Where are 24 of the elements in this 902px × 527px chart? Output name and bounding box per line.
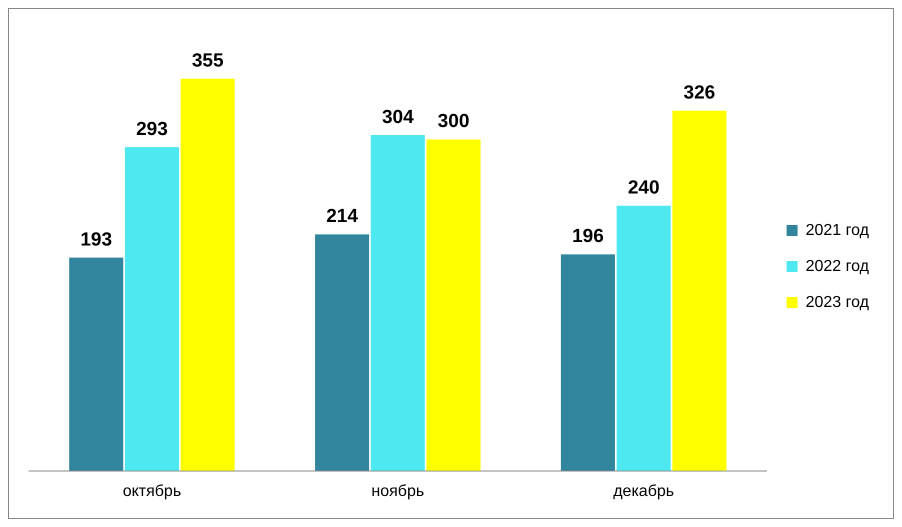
data-label: 326 bbox=[684, 82, 716, 104]
data-label: 300 bbox=[438, 111, 470, 132]
bar bbox=[124, 147, 179, 471]
data-label: 304 bbox=[382, 106, 414, 128]
data-label: 293 bbox=[136, 118, 168, 140]
bar bbox=[560, 254, 615, 471]
data-label: 355 bbox=[192, 50, 224, 72]
bar bbox=[616, 206, 671, 471]
bar bbox=[370, 135, 425, 471]
data-label: 240 bbox=[628, 177, 660, 198]
legend-label: 2022 год bbox=[806, 258, 870, 275]
x-tick-label: декабрь bbox=[613, 482, 674, 500]
bar bbox=[69, 258, 124, 471]
bar bbox=[315, 234, 370, 471]
data-label: 193 bbox=[80, 229, 112, 250]
data-label: 196 bbox=[572, 226, 604, 248]
legend-label: 2023 год bbox=[806, 294, 870, 311]
bar bbox=[426, 139, 481, 471]
bar bbox=[180, 78, 235, 471]
x-tick-label: октябрь bbox=[122, 482, 182, 500]
legend-label: 2021 год bbox=[806, 222, 870, 239]
bar bbox=[672, 110, 726, 471]
x-tick-label: ноябрь bbox=[371, 482, 424, 500]
data-label: 214 bbox=[326, 206, 358, 228]
